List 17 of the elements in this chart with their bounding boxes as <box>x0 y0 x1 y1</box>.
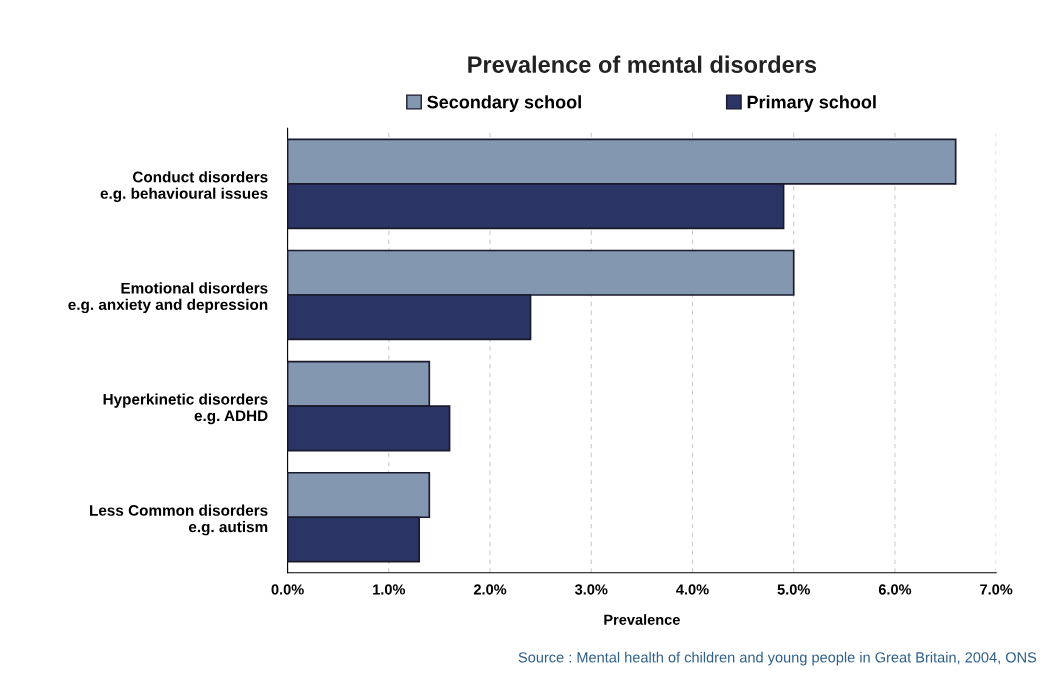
x-tick-label: 4.0% <box>676 584 709 595</box>
x-axis-title: Prevalence <box>604 614 680 625</box>
x-tick-label: 5.0% <box>777 584 810 595</box>
x-tick-label: 2.0% <box>473 584 507 595</box>
chart-title: Prevalence of mental disorders <box>468 55 817 73</box>
y-tick-label: Emotional disorders e.g. anxiety and depression <box>68 282 268 314</box>
source-note: Source : Mental health of children and young people in Great Britain, 2004, ONS <box>518 651 1037 666</box>
x-tick-label: 0.0% <box>271 584 304 595</box>
legend-label: Secondary school <box>427 95 581 113</box>
y-tick-label: Less Common disorders e.g. autism <box>90 504 268 536</box>
y-tick-label: Conduct disorders e.g. behavioural issues <box>100 171 268 202</box>
y-tick-label: Hyperkinetic disorders e.g. ADHD <box>103 393 268 425</box>
x-tick-label: 3.0% <box>574 584 608 595</box>
x-tick-label: 7.0% <box>980 584 1013 595</box>
x-tick-label: 1.0% <box>373 584 406 595</box>
legend-label: Primary school <box>747 95 876 113</box>
x-tick-label: 6.0% <box>878 584 912 595</box>
